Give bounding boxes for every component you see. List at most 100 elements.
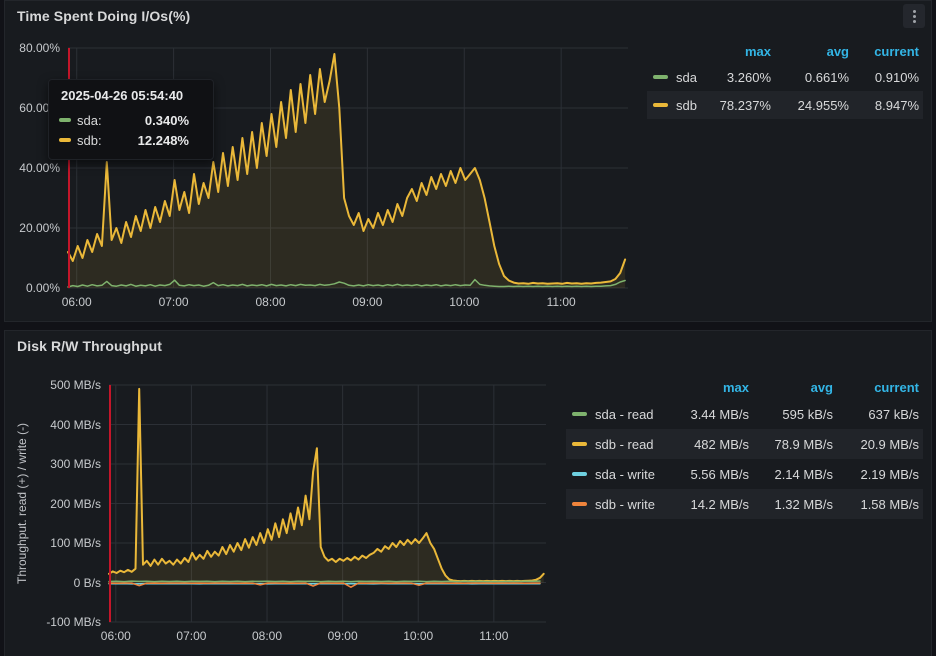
tooltip-series-value: 12.248% bbox=[137, 132, 189, 148]
legend-header-avg[interactable]: avg bbox=[826, 43, 849, 59]
series-color-marker bbox=[59, 118, 71, 122]
legend-value-max: 78.237% bbox=[719, 97, 771, 113]
tooltip-series-value: 0.340% bbox=[144, 112, 189, 128]
legend-value-current: 2.19 MB/s bbox=[860, 466, 919, 482]
kebab-dot bbox=[912, 19, 916, 23]
legend-rows: sda - read 3.44 MB/s 595 kB/s 637 kB/s sdb -… bbox=[566, 399, 923, 519]
y-axis-tick: 300 MB/s bbox=[50, 457, 101, 471]
legend-header-max[interactable]: max bbox=[722, 379, 749, 395]
panel-time-spent-io: Time Spent Doing I/Os(%) 0.00% 20.00% 40.0… bbox=[4, 0, 932, 322]
kebab-dot bbox=[912, 9, 916, 13]
legend-row-sda-read: sda - read 3.44 MB/s 595 kB/s 637 kB/s bbox=[566, 399, 923, 429]
x-axis-tick: 09:00 bbox=[327, 629, 358, 643]
legend-row-sdb-write: sdb - write 14.2 MB/s 1.32 MB/s 1.58 MB/s bbox=[566, 489, 923, 519]
legend-value-current: 0.910% bbox=[874, 69, 919, 85]
series-color-marker bbox=[572, 472, 587, 476]
x-axis-tick: 07:00 bbox=[158, 295, 189, 309]
y-axis-tick: 80.00% bbox=[19, 41, 60, 55]
legend-header-current[interactable]: current bbox=[874, 379, 919, 395]
legend-value-max: 482 MB/s bbox=[694, 436, 749, 452]
y-axis-tick: -100 MB/s bbox=[46, 615, 101, 629]
series-line-sda-read bbox=[108, 580, 541, 583]
legend-series-name[interactable]: sdb - write bbox=[595, 496, 655, 512]
time-series-chart-throughput[interactable]: -100 MB/s 0 B/s 100 MB/s 200 MB/s 300 MB/s 40… bbox=[5, 331, 931, 656]
legend-value-avg: 1.32 MB/s bbox=[774, 496, 833, 512]
legend-series-name[interactable]: sdb bbox=[676, 97, 697, 113]
legend-value-avg: 0.661% bbox=[804, 69, 849, 85]
legend-header-current[interactable]: current bbox=[874, 43, 919, 59]
x-axis-tick: 08:00 bbox=[255, 295, 286, 309]
legend-value-max: 14.2 MB/s bbox=[690, 496, 749, 512]
legend-series-label: sdb - read bbox=[572, 437, 662, 452]
tooltip-rows: sda: 0.340% sdb: 12.248% bbox=[59, 110, 203, 150]
y-axis-tick: 500 MB/s bbox=[50, 378, 101, 392]
legend-row-sdb: sdb 78.237% 24.955% 8.947% bbox=[647, 91, 923, 119]
tooltip-row: sda: 0.340% bbox=[59, 110, 203, 130]
panel-title[interactable]: Disk R/W Throughput bbox=[17, 338, 162, 354]
y-axis-tick: 0.00% bbox=[25, 281, 60, 295]
legend-header-max[interactable]: max bbox=[744, 43, 771, 59]
tooltip-timestamp: 2025-04-26 05:54:40 bbox=[61, 88, 184, 103]
legend-series-name[interactable]: sda - write bbox=[595, 466, 655, 482]
legend-value-max: 3.44 MB/s bbox=[690, 406, 749, 422]
legend-header-avg[interactable]: avg bbox=[810, 379, 833, 395]
legend-series-name[interactable]: sda - read bbox=[595, 406, 654, 422]
legend-series-name[interactable]: sdb - read bbox=[595, 436, 654, 452]
x-axis-tick: 10:00 bbox=[403, 629, 434, 643]
legend-rows: sda 3.260% 0.661% 0.910% sdb 78.237% 24.955% 8.… bbox=[647, 63, 923, 119]
hover-tooltip: 2025-04-26 05:54:40 sda: 0.340% sdb: 12.248… bbox=[48, 79, 214, 160]
legend-series-label: sda - read bbox=[572, 407, 662, 422]
tooltip-row: sdb: 12.248% bbox=[59, 130, 203, 150]
x-axis-tick: 09:00 bbox=[352, 295, 383, 309]
series-color-marker bbox=[572, 412, 587, 416]
legend-value-max: 5.56 MB/s bbox=[690, 466, 749, 482]
legend-series-label: sdb bbox=[653, 98, 697, 113]
panel-title[interactable]: Time Spent Doing I/Os(%) bbox=[17, 8, 191, 24]
kebab-menu-icon[interactable] bbox=[903, 4, 925, 28]
legend-value-max: 3.260% bbox=[726, 69, 771, 85]
legend-value-avg: 595 kB/s bbox=[782, 406, 833, 422]
legend-value-current: 637 kB/s bbox=[868, 406, 919, 422]
series-line-sdb-write bbox=[108, 582, 541, 588]
legend-series-label: sdb - write bbox=[572, 497, 662, 512]
y-axis-tick: 0 B/s bbox=[73, 575, 101, 590]
series-line-sda bbox=[67, 278, 626, 288]
y-axis-tick: 400 MB/s bbox=[50, 417, 101, 432]
tooltip-series-name: sda: bbox=[77, 112, 102, 128]
y-axis-tick: 200 MB/s bbox=[50, 496, 101, 511]
y-axis-tick: 100 MB/s bbox=[50, 536, 101, 550]
y-axis-tick: 40.00% bbox=[19, 161, 60, 175]
legend-value-avg: 78.9 MB/s bbox=[774, 436, 833, 452]
series-fill-sdb bbox=[68, 54, 626, 288]
series-color-marker bbox=[572, 442, 587, 446]
x-axis-tick: 11:00 bbox=[546, 295, 576, 309]
legend-series-label: sda - write bbox=[572, 467, 662, 482]
legend-row-sdb-read: sdb - read 482 MB/s 78.9 MB/s 20.9 MB/s bbox=[566, 429, 923, 459]
legend-value-current: 1.58 MB/s bbox=[860, 496, 919, 512]
series-color-marker bbox=[653, 75, 668, 79]
time-series-chart-io[interactable]: 0.00% 20.00% 40.00% 60.00% 80.00% 06:00 07:00 0… bbox=[5, 1, 931, 321]
legend-header-row: max avg current bbox=[647, 41, 923, 61]
panel-disk-throughput: Disk R/W Throughput Throughput. read (+)… bbox=[4, 330, 932, 656]
x-axis-tick: 10:00 bbox=[449, 295, 480, 309]
legend-header-row: max avg current bbox=[566, 377, 923, 397]
series-line-sdb bbox=[67, 53, 627, 285]
series-color-marker bbox=[653, 103, 668, 107]
series-line-sdb-read bbox=[108, 387, 545, 583]
kebab-dot bbox=[912, 14, 916, 18]
legend-row-sda: sda 3.260% 0.661% 0.910% bbox=[647, 63, 923, 91]
x-axis-tick: 06:00 bbox=[100, 629, 131, 643]
plot-area[interactable] bbox=[108, 384, 546, 623]
x-axis-tick: 08:00 bbox=[251, 629, 283, 643]
legend-series-name[interactable]: sda bbox=[676, 69, 697, 85]
legend-value-current: 8.947% bbox=[874, 97, 919, 113]
legend-value-avg: 24.955% bbox=[797, 97, 849, 113]
legend-series-label: sda bbox=[653, 70, 697, 85]
series-fill-sdb-read bbox=[109, 388, 544, 583]
x-axis-tick: 07:00 bbox=[176, 629, 207, 643]
legend-table-throughput: max avg current sda - read 3.44 MB/s 595 kB/s… bbox=[566, 377, 923, 519]
legend-row-sda-write: sda - write 5.56 MB/s 2.14 MB/s 2.19 MB/s bbox=[566, 459, 923, 489]
x-axis-tick: 11:00 bbox=[479, 629, 509, 643]
legend-value-current: 20.9 MB/s bbox=[860, 436, 919, 452]
tooltip-series-name: sdb: bbox=[77, 132, 102, 148]
